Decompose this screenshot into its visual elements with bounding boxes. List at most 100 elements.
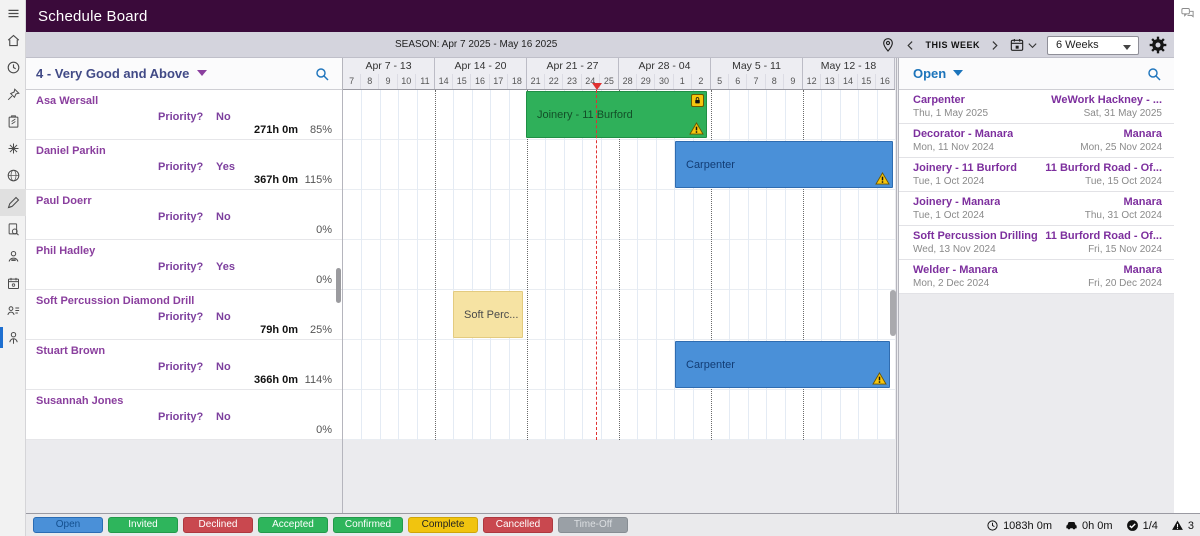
date-picker-button[interactable] xyxy=(1009,37,1038,53)
day-label: 1 xyxy=(674,74,692,89)
day-label: 21 xyxy=(527,74,546,89)
legend-time-off-button[interactable]: Time-Off xyxy=(558,517,628,533)
gantt-week: May 5 - 11 5 6 7 8 9 xyxy=(711,58,803,89)
priority-value[interactable]: No xyxy=(216,361,231,373)
calendar-person-icon[interactable] xyxy=(0,270,26,297)
legend-accepted-button[interactable]: Accepted xyxy=(258,517,328,533)
day-label: 30 xyxy=(655,74,674,89)
gantt-week: May 12 - 18 12 13 14 15 16 xyxy=(803,58,895,89)
legend-invited-button[interactable]: Invited xyxy=(108,517,178,533)
resource-name: Stuart Brown xyxy=(36,345,106,357)
priority-value[interactable]: Yes xyxy=(216,161,235,173)
clock-icon xyxy=(986,519,999,532)
resource-group-dropdown[interactable]: 4 - Very Good and Above xyxy=(36,66,208,81)
priority-label: Priority? xyxy=(158,111,204,123)
day-label: 25 xyxy=(603,76,614,86)
day-label: 12 xyxy=(803,74,822,89)
jobs-panel-header: Open xyxy=(899,58,1174,90)
resource-name: Susannah Jones xyxy=(36,395,124,407)
pen-icon[interactable] xyxy=(0,189,26,216)
stat-value: 1083h 0m xyxy=(1003,519,1052,532)
schedule-bar[interactable]: Carpenter xyxy=(675,341,890,388)
priority-value[interactable]: Yes xyxy=(216,261,235,273)
job-row[interactable]: Decorator - Manara Manara Mon, 11 Nov 2024… xyxy=(899,124,1174,158)
doc-search-icon[interactable] xyxy=(0,216,26,243)
day-gridline xyxy=(655,90,657,440)
next-week-icon[interactable] xyxy=(989,40,1000,51)
priority-value[interactable]: No xyxy=(216,111,231,123)
person-badge-icon[interactable] xyxy=(0,243,26,270)
day-gridline xyxy=(747,90,749,440)
prev-week-icon[interactable] xyxy=(905,40,916,51)
day-gridline xyxy=(766,90,768,440)
priority-value[interactable]: No xyxy=(216,211,231,223)
resource-scrollbar[interactable] xyxy=(336,268,341,303)
search-icon[interactable] xyxy=(1146,66,1162,82)
bar-label: Carpenter xyxy=(686,158,735,171)
day-gridline xyxy=(398,90,400,440)
clock-icon[interactable] xyxy=(0,54,26,81)
location-pin-icon[interactable] xyxy=(880,37,896,53)
job-row[interactable]: Carpenter WeWork Hackney - ... Thu, 1 May … xyxy=(899,90,1174,124)
day-label: 10 xyxy=(398,74,416,89)
resource-row[interactable]: Asa Wersall Priority? No 271h 0m 85% xyxy=(26,90,342,140)
stat-clock: 1083h 0m xyxy=(986,519,1052,532)
globe-icon[interactable] xyxy=(0,162,26,189)
jobs-status-dropdown[interactable]: Open xyxy=(913,66,964,81)
resource-panel-header: 4 - Very Good and Above xyxy=(26,58,342,90)
top-corner xyxy=(1174,0,1200,32)
job-location: 11 Burford Road - Of... xyxy=(1045,230,1162,242)
home-icon[interactable] xyxy=(0,27,26,54)
person-pin-icon[interactable] xyxy=(0,324,26,351)
gantt-scrollbar[interactable] xyxy=(890,290,896,336)
legend-complete-button[interactable]: Complete xyxy=(408,517,478,533)
priority-value[interactable]: No xyxy=(216,411,231,423)
burst-icon[interactable] xyxy=(0,135,26,162)
stat-warning: 3 xyxy=(1171,519,1194,532)
resource-row[interactable]: Paul Doerr Priority? No 0% xyxy=(26,190,342,240)
day-label: 28 xyxy=(619,74,638,89)
resource-row[interactable]: Susannah Jones Priority? No 0% xyxy=(26,390,342,440)
resource-row[interactable]: Daniel Parkin Priority? Yes 367h 0m 115% xyxy=(26,140,342,190)
job-location: WeWork Hackney - ... xyxy=(1051,94,1162,106)
resource-row[interactable]: Soft Percussion Diamond Drill Priority? No… xyxy=(26,290,342,340)
schedule-bar[interactable]: Soft Perc... xyxy=(453,291,523,338)
right-gutter xyxy=(1174,32,1200,513)
range-select[interactable]: 6 Weeks xyxy=(1047,35,1139,55)
job-row[interactable]: Joinery - Manara Manara Tue, 1 Oct 2024 Thu… xyxy=(899,192,1174,226)
job-row[interactable]: Soft Percussion Drilling 11 Burford Road … xyxy=(899,226,1174,260)
gear-icon[interactable] xyxy=(1148,35,1168,55)
people-list-icon[interactable] xyxy=(0,297,26,324)
search-icon[interactable] xyxy=(314,66,330,82)
job-location: Manara xyxy=(1123,196,1162,208)
job-row[interactable]: Joinery - 11 Burford 11 Burford Road - Of… xyxy=(899,158,1174,192)
title-bar: Schedule Board xyxy=(26,0,1174,32)
legend-open-button[interactable]: Open xyxy=(33,517,103,533)
priority-value[interactable]: No xyxy=(216,311,231,323)
job-location: Manara xyxy=(1123,264,1162,276)
this-week-button[interactable]: THIS WEEK xyxy=(925,40,980,50)
job-start-date: Tue, 1 Oct 2024 xyxy=(913,210,985,221)
legend-confirmed-button[interactable]: Confirmed xyxy=(333,517,403,533)
stat-value: 1/4 xyxy=(1142,519,1158,532)
status-legend: Open Invited Declined Accepted Confirmed Comp… xyxy=(33,517,628,533)
warning-icon xyxy=(689,122,704,135)
chat-icon[interactable] xyxy=(1180,6,1195,21)
schedule-bar[interactable]: Carpenter xyxy=(675,141,893,188)
job-title: Decorator - Manara xyxy=(913,128,1014,140)
legend-declined-button[interactable]: Declined xyxy=(183,517,253,533)
schedule-bar[interactable]: Joinery - 11 Burford xyxy=(526,91,707,138)
clipboard-icon[interactable] xyxy=(0,108,26,135)
menu-icon[interactable] xyxy=(0,0,26,27)
resource-row[interactable]: Stuart Brown Priority? No 366h 0m 114% xyxy=(26,340,342,390)
job-row[interactable]: Welder - Manara Manara Mon, 2 Dec 2024 Fri,… xyxy=(899,260,1174,294)
legend-cancelled-button[interactable]: Cancelled xyxy=(483,517,553,533)
pin-icon[interactable] xyxy=(0,81,26,108)
week-gridline xyxy=(619,90,620,440)
week-label: Apr 7 - 13 xyxy=(365,60,412,72)
day-label: 24 xyxy=(582,74,600,89)
resource-name: Soft Percussion Diamond Drill xyxy=(36,295,195,307)
resource-row[interactable]: Phil Hadley Priority? Yes 0% xyxy=(26,240,342,290)
today-marker xyxy=(592,83,602,90)
priority-label: Priority? xyxy=(158,311,204,323)
